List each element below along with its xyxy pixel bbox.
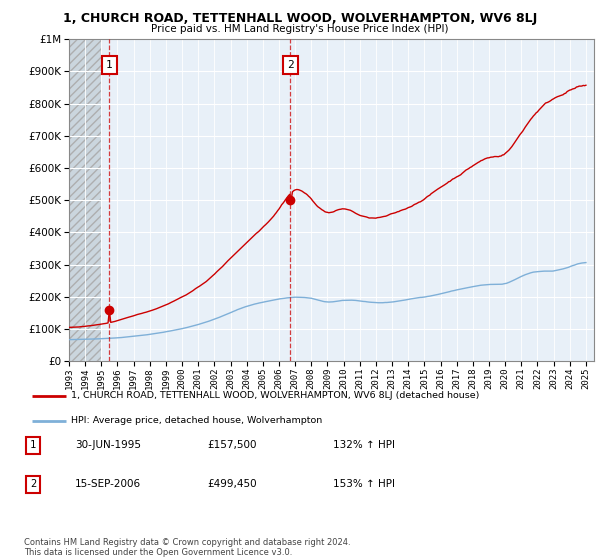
Text: 153% ↑ HPI: 153% ↑ HPI — [333, 479, 395, 489]
Text: £499,450: £499,450 — [207, 479, 257, 489]
Text: 1, CHURCH ROAD, TETTENHALL WOOD, WOLVERHAMPTON, WV6 8LJ: 1, CHURCH ROAD, TETTENHALL WOOD, WOLVERH… — [63, 12, 537, 25]
Text: Contains HM Land Registry data © Crown copyright and database right 2024.
This d: Contains HM Land Registry data © Crown c… — [24, 538, 350, 557]
Text: 2: 2 — [30, 479, 36, 489]
Text: 1, CHURCH ROAD, TETTENHALL WOOD, WOLVERHAMPTON, WV6 8LJ (detached house): 1, CHURCH ROAD, TETTENHALL WOOD, WOLVERH… — [71, 391, 480, 400]
Text: 132% ↑ HPI: 132% ↑ HPI — [333, 440, 395, 450]
Text: 1: 1 — [106, 60, 113, 70]
Text: 1: 1 — [30, 440, 36, 450]
Text: HPI: Average price, detached house, Wolverhampton: HPI: Average price, detached house, Wolv… — [71, 416, 323, 425]
Text: Price paid vs. HM Land Registry's House Price Index (HPI): Price paid vs. HM Land Registry's House … — [151, 24, 449, 34]
Text: 30-JUN-1995: 30-JUN-1995 — [75, 440, 141, 450]
Text: £157,500: £157,500 — [207, 440, 257, 450]
Bar — [69, 39, 101, 361]
Text: 2: 2 — [287, 60, 294, 70]
Text: 15-SEP-2006: 15-SEP-2006 — [75, 479, 141, 489]
